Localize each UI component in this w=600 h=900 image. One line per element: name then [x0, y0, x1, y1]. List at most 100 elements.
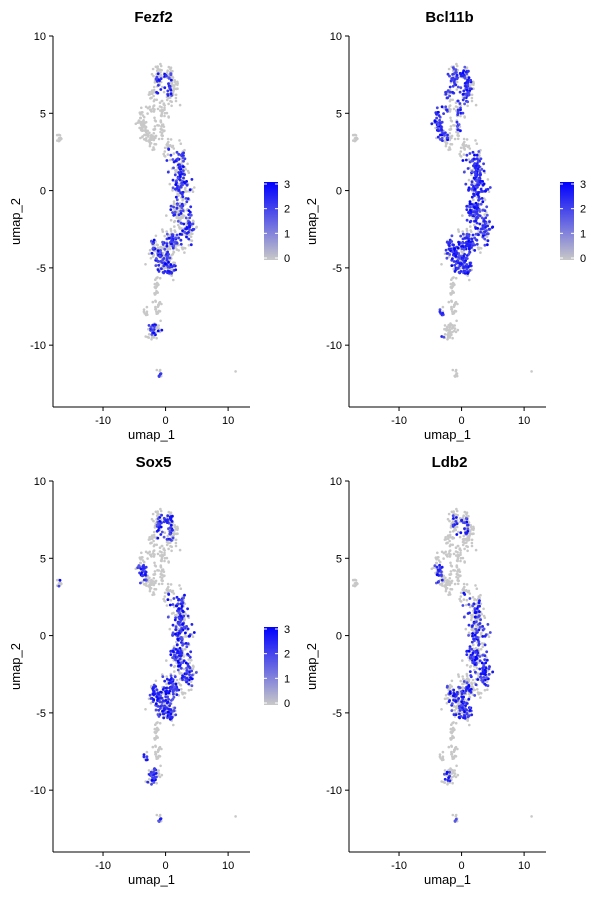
cell-point — [183, 618, 186, 621]
expressing-cell-point — [470, 195, 474, 199]
expressing-cell-point — [182, 614, 186, 618]
expressing-cell-point — [479, 230, 482, 234]
expressing-cell-point — [149, 773, 153, 777]
expressing-cell-point — [485, 243, 489, 247]
expressing-cell-point — [487, 227, 491, 231]
cell-point — [446, 338, 449, 341]
cell-point — [163, 553, 166, 557]
cell-point — [142, 308, 146, 311]
cell-point — [459, 114, 462, 118]
expressing-cell-point — [154, 685, 158, 688]
expressing-cell-point — [445, 256, 449, 260]
expressing-cell-point — [167, 148, 171, 151]
cell-point — [162, 548, 165, 551]
cell-point — [448, 132, 452, 135]
expressing-cell-point — [464, 270, 467, 273]
cell-point — [455, 525, 459, 529]
cell-point — [159, 565, 162, 568]
expressing-cell-point — [169, 702, 172, 705]
cell-point — [166, 534, 170, 538]
expressing-cell-point — [146, 780, 150, 784]
expressing-cell-point — [166, 615, 170, 619]
cell-point — [154, 234, 158, 238]
cell-point — [155, 543, 158, 547]
expressing-cell-point — [192, 631, 196, 634]
cell-point — [147, 333, 151, 336]
cell-point — [138, 556, 142, 559]
cell-point — [158, 813, 162, 817]
expressing-cell-point — [456, 108, 460, 112]
expressing-cell-point — [176, 176, 180, 180]
colorbar-tick-label: 3 — [580, 179, 586, 191]
expressing-cell-point — [465, 244, 468, 248]
expressing-cell-point — [170, 271, 173, 274]
expressing-cell-point — [172, 244, 176, 247]
cell-point — [148, 576, 151, 580]
cell-point — [450, 119, 454, 123]
cell-point — [455, 374, 459, 378]
cell-point — [443, 327, 446, 331]
cell-point — [462, 153, 466, 156]
cell-point — [174, 538, 178, 542]
expressing-cell-point — [150, 779, 154, 782]
expressing-cell-point — [158, 520, 162, 523]
expressing-cell-point — [484, 221, 488, 225]
cell-point — [445, 325, 449, 329]
expressing-cell-point — [188, 216, 192, 220]
cell-point — [453, 310, 456, 314]
expressing-cell-point — [166, 89, 170, 93]
cell-point — [191, 635, 195, 638]
cell-point — [449, 535, 452, 539]
expressing-cell-point — [152, 689, 155, 693]
expressing-cell-point — [475, 204, 479, 208]
expressing-cell-point — [170, 233, 174, 237]
cell-point — [145, 139, 148, 142]
cell-point — [145, 750, 149, 754]
expressing-cell-point — [165, 677, 169, 681]
cell-point — [463, 116, 466, 119]
expressing-cell-point — [440, 120, 444, 124]
expressing-cell-point — [467, 234, 471, 238]
cell-point — [157, 582, 161, 586]
expressing-cell-point — [476, 192, 480, 195]
cell-point — [59, 581, 62, 585]
cell-point — [147, 778, 151, 781]
expressing-cell-point — [177, 616, 181, 619]
expressing-cell-point — [455, 73, 459, 77]
cell-point — [451, 368, 455, 372]
cell-point — [189, 231, 192, 234]
expressing-cell-point — [442, 335, 446, 339]
cell-point — [141, 129, 144, 132]
cell-point — [172, 278, 175, 282]
expressing-cell-point — [155, 688, 159, 692]
cell-point — [450, 136, 453, 140]
expressing-cell-point — [468, 261, 472, 265]
cell-point — [186, 169, 190, 173]
expressing-cell-point — [159, 77, 163, 81]
expressing-cell-point — [177, 171, 181, 174]
cell-point — [454, 101, 458, 104]
expressing-cell-point — [475, 238, 479, 242]
expressing-cell-point — [458, 102, 462, 105]
cell-point — [158, 775, 162, 779]
expressing-cell-point — [180, 641, 183, 644]
expressing-cell-point — [181, 643, 185, 647]
cell-point — [466, 104, 469, 108]
cell-point — [152, 244, 155, 247]
cell-point — [148, 248, 152, 252]
cell-point — [157, 283, 160, 287]
cell-point — [160, 544, 164, 548]
expressing-cell-point — [144, 570, 148, 574]
cell-point — [462, 534, 466, 538]
cell-point — [461, 556, 465, 560]
expressing-cell-point — [182, 596, 186, 600]
cell-point — [180, 688, 183, 691]
expressing-cell-point — [169, 708, 173, 711]
cell-point — [160, 108, 164, 112]
cell-point — [160, 137, 164, 141]
cell-point — [158, 721, 162, 725]
expressing-cell-point — [166, 170, 170, 174]
cell-point — [174, 96, 178, 100]
cell-point — [56, 139, 59, 142]
expressing-cell-point — [145, 755, 149, 759]
